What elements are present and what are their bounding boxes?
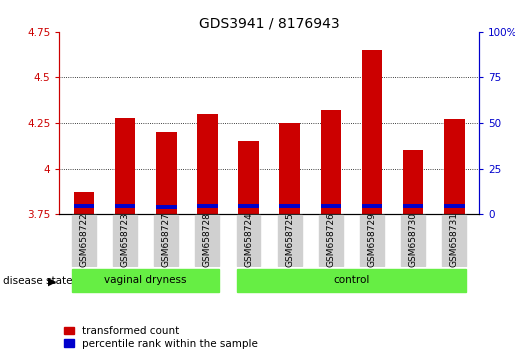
- Text: GSM658727: GSM658727: [162, 212, 170, 267]
- Bar: [362, 204, 382, 208]
- Text: GSM658723: GSM658723: [121, 212, 130, 267]
- Bar: [362, 50, 382, 214]
- Bar: [320, 204, 341, 209]
- Bar: [444, 204, 465, 209]
- Bar: [156, 132, 177, 214]
- Text: GSM658722: GSM658722: [79, 212, 89, 267]
- Text: GSM658729: GSM658729: [368, 212, 376, 267]
- Text: vaginal dryness: vaginal dryness: [105, 275, 187, 285]
- Bar: [238, 204, 259, 208]
- Bar: [403, 204, 423, 209]
- Text: ▶: ▶: [48, 277, 57, 287]
- Bar: [236, 269, 466, 292]
- Bar: [74, 204, 94, 208]
- Bar: [442, 215, 466, 266]
- Bar: [279, 123, 300, 214]
- Bar: [236, 215, 261, 266]
- Bar: [197, 204, 218, 208]
- Bar: [74, 192, 94, 214]
- Bar: [115, 204, 135, 208]
- Text: GSM658726: GSM658726: [327, 212, 335, 267]
- Bar: [72, 269, 219, 292]
- Bar: [115, 118, 135, 214]
- Bar: [154, 215, 178, 266]
- Title: GDS3941 / 8176943: GDS3941 / 8176943: [199, 17, 339, 31]
- Text: GSM658731: GSM658731: [450, 212, 459, 267]
- Bar: [360, 215, 384, 266]
- Bar: [279, 204, 300, 209]
- Bar: [238, 141, 259, 214]
- Bar: [72, 215, 96, 266]
- Text: GSM658725: GSM658725: [285, 212, 294, 267]
- Bar: [319, 215, 343, 266]
- Bar: [401, 215, 425, 266]
- Text: GSM658730: GSM658730: [408, 212, 418, 267]
- Bar: [403, 150, 423, 214]
- Text: GSM658728: GSM658728: [203, 212, 212, 267]
- Text: control: control: [333, 275, 370, 285]
- Text: disease state: disease state: [3, 276, 72, 286]
- Bar: [320, 110, 341, 214]
- Bar: [278, 215, 302, 266]
- Text: GSM658724: GSM658724: [244, 212, 253, 267]
- Bar: [113, 215, 137, 266]
- Bar: [197, 114, 218, 214]
- Bar: [156, 205, 177, 209]
- Bar: [444, 119, 465, 214]
- Bar: [195, 215, 219, 266]
- Legend: transformed count, percentile rank within the sample: transformed count, percentile rank withi…: [64, 326, 258, 349]
